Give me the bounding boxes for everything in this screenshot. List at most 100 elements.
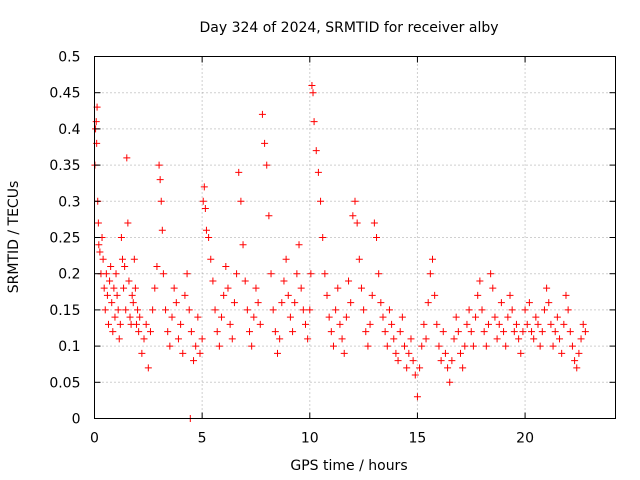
- data-point: [207, 255, 215, 263]
- data-point: [394, 357, 402, 365]
- data-point: [149, 306, 157, 314]
- data-point: [124, 219, 132, 227]
- data-point: [289, 328, 297, 336]
- x-tick-label: 10: [301, 431, 319, 447]
- data-point: [246, 328, 254, 336]
- y-tick-label: 0.3: [58, 194, 80, 210]
- data-point: [185, 306, 193, 314]
- y-tick-labels: 0 0.05 0.1 0.15 0.2 0.25 0.3 0.35 0.4 0.45 0.5: [49, 50, 80, 428]
- data-point: [452, 313, 460, 321]
- data-point: [201, 205, 209, 213]
- data-point: [467, 328, 475, 336]
- data-point: [179, 349, 187, 357]
- data-point: [530, 335, 538, 343]
- data-point: [528, 328, 536, 336]
- data-point: [497, 299, 505, 307]
- data-point: [293, 270, 301, 278]
- data-point: [426, 270, 434, 278]
- data-point: [373, 234, 381, 241]
- data-point: [519, 328, 527, 336]
- data-point: [199, 197, 207, 205]
- data-point: [254, 299, 262, 307]
- data-point: [388, 320, 396, 328]
- data-point: [128, 291, 136, 299]
- data-point: [118, 255, 126, 263]
- data-point: [278, 299, 286, 307]
- data-point: [413, 393, 421, 401]
- data-point: [162, 306, 170, 314]
- data-point: [545, 299, 553, 307]
- data-point: [194, 313, 202, 321]
- data-point: [504, 313, 512, 321]
- data-point: [102, 270, 110, 278]
- data-point: [109, 328, 117, 336]
- data-point: [349, 212, 357, 220]
- data-point: [202, 226, 210, 234]
- data-point: [112, 270, 120, 278]
- data-point: [568, 342, 576, 350]
- data-point: [446, 378, 454, 386]
- data-point: [106, 277, 114, 285]
- y-tick-label: 0.25: [49, 231, 80, 247]
- data-point: [353, 219, 361, 227]
- data-point: [92, 118, 100, 126]
- data-point: [233, 270, 241, 278]
- data-point: [375, 270, 383, 278]
- data-point: [117, 234, 125, 241]
- data-point: [314, 168, 322, 176]
- data-point: [282, 255, 290, 263]
- data-point: [540, 306, 548, 314]
- data-point: [295, 241, 303, 249]
- data-point: [484, 320, 492, 328]
- data-point: [138, 349, 146, 357]
- data-point: [411, 371, 419, 379]
- data-point: [114, 306, 122, 314]
- data-point: [390, 335, 398, 343]
- data-point: [248, 342, 256, 350]
- data-point: [153, 262, 161, 270]
- data-point: [261, 139, 269, 147]
- data-point: [111, 313, 119, 321]
- data-point: [237, 197, 245, 205]
- data-point: [134, 306, 142, 314]
- data-point: [478, 306, 486, 314]
- data-point: [536, 342, 544, 350]
- data-point: [100, 284, 108, 292]
- data-point: [222, 262, 230, 270]
- data-point: [433, 320, 441, 328]
- data-point: [271, 328, 279, 336]
- data-point: [401, 342, 409, 350]
- data-point: [416, 364, 424, 372]
- data-point: [327, 328, 335, 336]
- data-point: [301, 320, 309, 328]
- data-point: [491, 313, 499, 321]
- data-point: [130, 255, 138, 263]
- data-point: [340, 349, 348, 357]
- data-point: [379, 313, 387, 321]
- data-point: [215, 342, 223, 350]
- data-point: [332, 306, 340, 314]
- data-point: [463, 320, 471, 328]
- y-tick-label: 0.5: [58, 50, 80, 66]
- data-point: [276, 335, 284, 343]
- data-point: [224, 284, 232, 292]
- data-point: [409, 357, 417, 365]
- x-tick-label: 20: [516, 431, 534, 447]
- data-point: [312, 147, 320, 155]
- data-point: [269, 306, 277, 314]
- data-point: [213, 328, 221, 336]
- data-point: [525, 299, 533, 307]
- x-tick-label: 5: [198, 431, 207, 447]
- data-point: [435, 342, 443, 350]
- data-point: [159, 270, 167, 278]
- data-point: [104, 320, 112, 328]
- data-point: [355, 255, 363, 263]
- data-point: [500, 328, 508, 336]
- data-point: [508, 306, 516, 314]
- data-point: [398, 313, 406, 321]
- data-point: [129, 299, 137, 307]
- data-point: [125, 277, 133, 285]
- data-point: [566, 328, 574, 336]
- data-point: [235, 168, 243, 176]
- data-point: [241, 277, 249, 285]
